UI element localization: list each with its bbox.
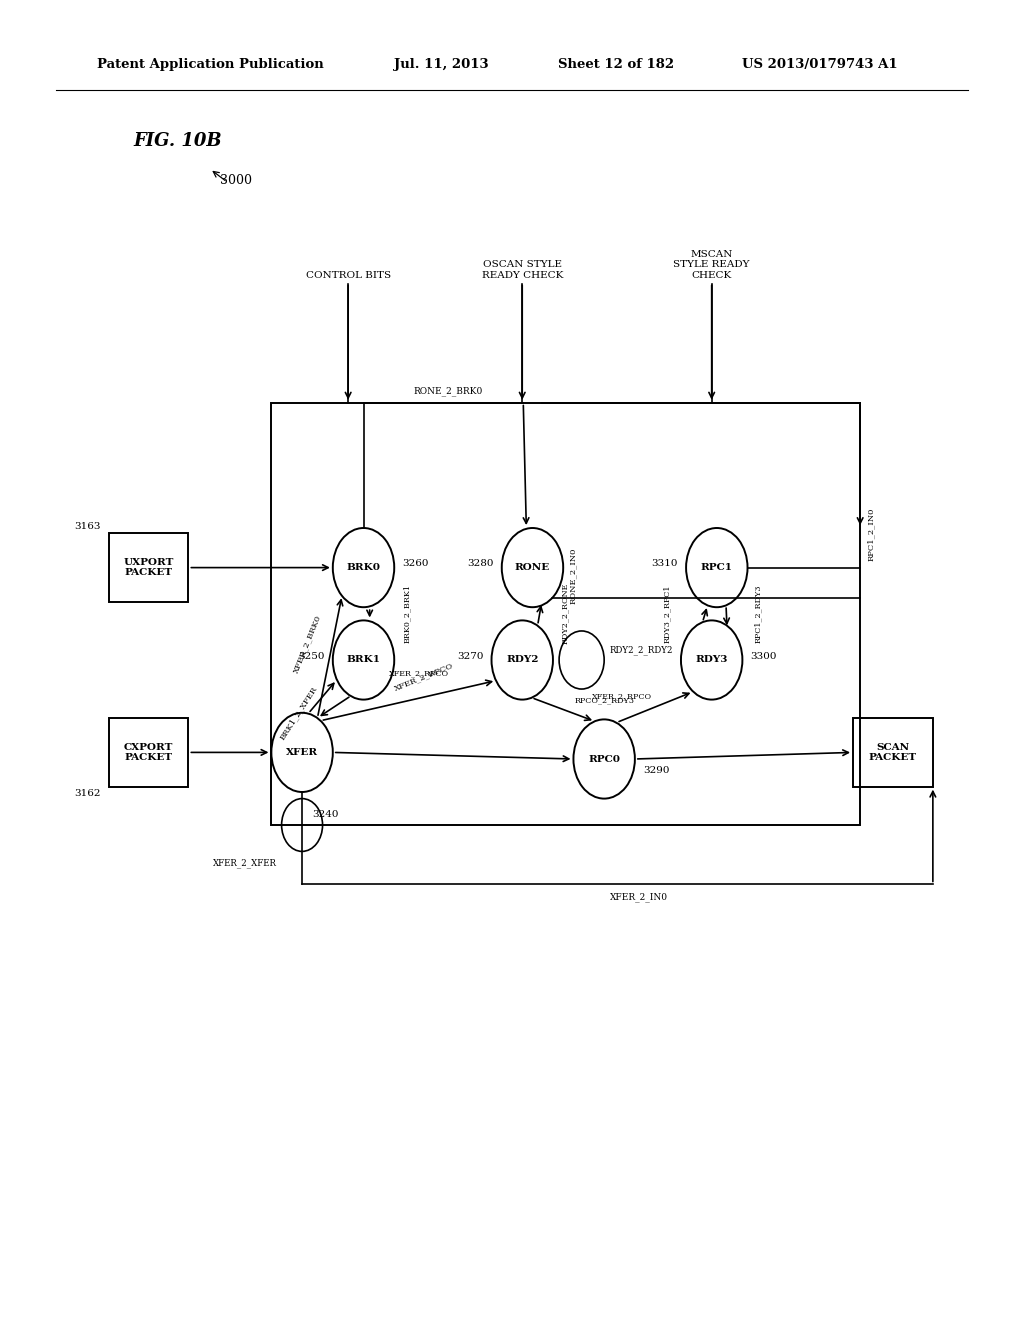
Text: 3280: 3280	[467, 560, 494, 568]
Text: RDY3: RDY3	[695, 656, 728, 664]
Text: RPC0: RPC0	[588, 755, 621, 763]
Text: RONE_2_BRK0: RONE_2_BRK0	[414, 385, 482, 396]
Text: BRK0: BRK0	[346, 564, 381, 572]
Text: Jul. 11, 2013: Jul. 11, 2013	[394, 58, 488, 71]
Text: Patent Application Publication: Patent Application Publication	[97, 58, 324, 71]
Text: XFER_2_RPCO: XFER_2_RPCO	[592, 692, 652, 701]
Text: RDY2: RDY2	[506, 656, 539, 664]
Text: XFER: XFER	[286, 748, 318, 756]
Text: 3000: 3000	[220, 174, 252, 187]
Text: Sheet 12 of 182: Sheet 12 of 182	[558, 58, 674, 71]
Text: CXPORT
PACKET: CXPORT PACKET	[124, 743, 173, 762]
Text: RDY3_2_RPC1: RDY3_2_RPC1	[663, 585, 671, 643]
Text: RPC1_2_IN0: RPC1_2_IN0	[867, 508, 876, 561]
Text: UXPORT
PACKET: UXPORT PACKET	[123, 558, 174, 577]
Text: RPCO_2_RDY3: RPCO_2_RDY3	[574, 697, 634, 705]
Text: BRK1: BRK1	[346, 656, 381, 664]
Text: BRK0_2_BRK1: BRK0_2_BRK1	[402, 585, 411, 643]
Text: RDY2_2_RDY2: RDY2_2_RDY2	[609, 645, 673, 655]
Text: XFER_2_IN0: XFER_2_IN0	[609, 892, 668, 903]
Text: 3290: 3290	[643, 766, 670, 775]
Text: 3250: 3250	[298, 652, 325, 660]
Text: FIG. 10B: FIG. 10B	[133, 132, 222, 150]
Text: RONE_2_IN0: RONE_2_IN0	[569, 548, 578, 603]
Text: SCAN
PACKET: SCAN PACKET	[869, 743, 916, 762]
Text: 3240: 3240	[312, 810, 339, 820]
Text: 3162: 3162	[74, 789, 100, 799]
Text: CONTROL BITS: CONTROL BITS	[305, 271, 391, 280]
Text: XFER_2_XFER: XFER_2_XFER	[212, 858, 276, 867]
Text: XFER_2_RPCO: XFER_2_RPCO	[393, 661, 455, 693]
Text: 3270: 3270	[457, 652, 483, 660]
Text: RONE: RONE	[515, 564, 550, 572]
Text: RDY2_2_RONE: RDY2_2_RONE	[561, 583, 569, 644]
Text: US 2013/0179743 A1: US 2013/0179743 A1	[742, 58, 898, 71]
Text: MSCAN
STYLE READY
CHECK: MSCAN STYLE READY CHECK	[674, 249, 750, 280]
Text: XFER_2_BRK0: XFER_2_BRK0	[292, 614, 323, 673]
Text: 3300: 3300	[751, 652, 777, 660]
Text: RPC1: RPC1	[700, 564, 733, 572]
Text: RPC1_2_RDY3: RPC1_2_RDY3	[754, 585, 762, 643]
Text: BRK1_2_XFER: BRK1_2_XFER	[279, 685, 319, 742]
Text: 3260: 3260	[402, 560, 429, 568]
Text: 3163: 3163	[74, 521, 100, 531]
Text: OSCAN STYLE
READY CHECK: OSCAN STYLE READY CHECK	[481, 260, 563, 280]
Text: 3310: 3310	[651, 560, 678, 568]
Text: XFER_2_RPCO: XFER_2_RPCO	[389, 669, 450, 677]
